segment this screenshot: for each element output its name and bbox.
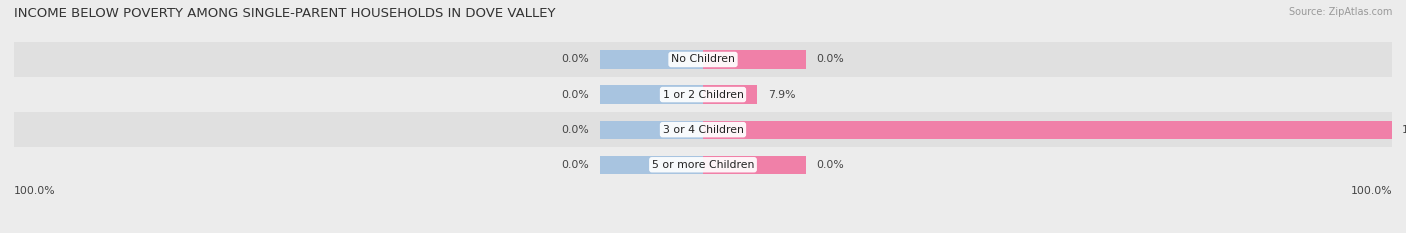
Bar — [599, 120, 703, 139]
Text: 0.0%: 0.0% — [817, 55, 845, 65]
Text: 100.0%: 100.0% — [1350, 186, 1392, 196]
Text: 1 or 2 Children: 1 or 2 Children — [662, 89, 744, 99]
FancyBboxPatch shape — [14, 77, 1392, 112]
Text: 0.0%: 0.0% — [561, 125, 589, 135]
Text: No Children: No Children — [671, 55, 735, 65]
FancyBboxPatch shape — [14, 112, 1392, 147]
Text: 100.0%: 100.0% — [14, 186, 56, 196]
Bar — [703, 156, 807, 174]
Bar — [599, 86, 703, 104]
FancyBboxPatch shape — [14, 42, 1392, 77]
Text: 0.0%: 0.0% — [817, 160, 845, 170]
Text: INCOME BELOW POVERTY AMONG SINGLE-PARENT HOUSEHOLDS IN DOVE VALLEY: INCOME BELOW POVERTY AMONG SINGLE-PARENT… — [14, 7, 555, 20]
Bar — [599, 156, 703, 174]
Text: 7.9%: 7.9% — [768, 89, 796, 99]
Text: Source: ZipAtlas.com: Source: ZipAtlas.com — [1288, 7, 1392, 17]
Text: 3 or 4 Children: 3 or 4 Children — [662, 125, 744, 135]
Text: 0.0%: 0.0% — [561, 55, 589, 65]
Bar — [703, 50, 807, 69]
Text: 5 or more Children: 5 or more Children — [652, 160, 754, 170]
Bar — [703, 120, 1392, 139]
FancyBboxPatch shape — [14, 147, 1392, 182]
Text: 0.0%: 0.0% — [561, 89, 589, 99]
Bar — [599, 50, 703, 69]
Bar — [703, 86, 758, 104]
Text: 0.0%: 0.0% — [561, 160, 589, 170]
Text: 100.0%: 100.0% — [1402, 125, 1406, 135]
